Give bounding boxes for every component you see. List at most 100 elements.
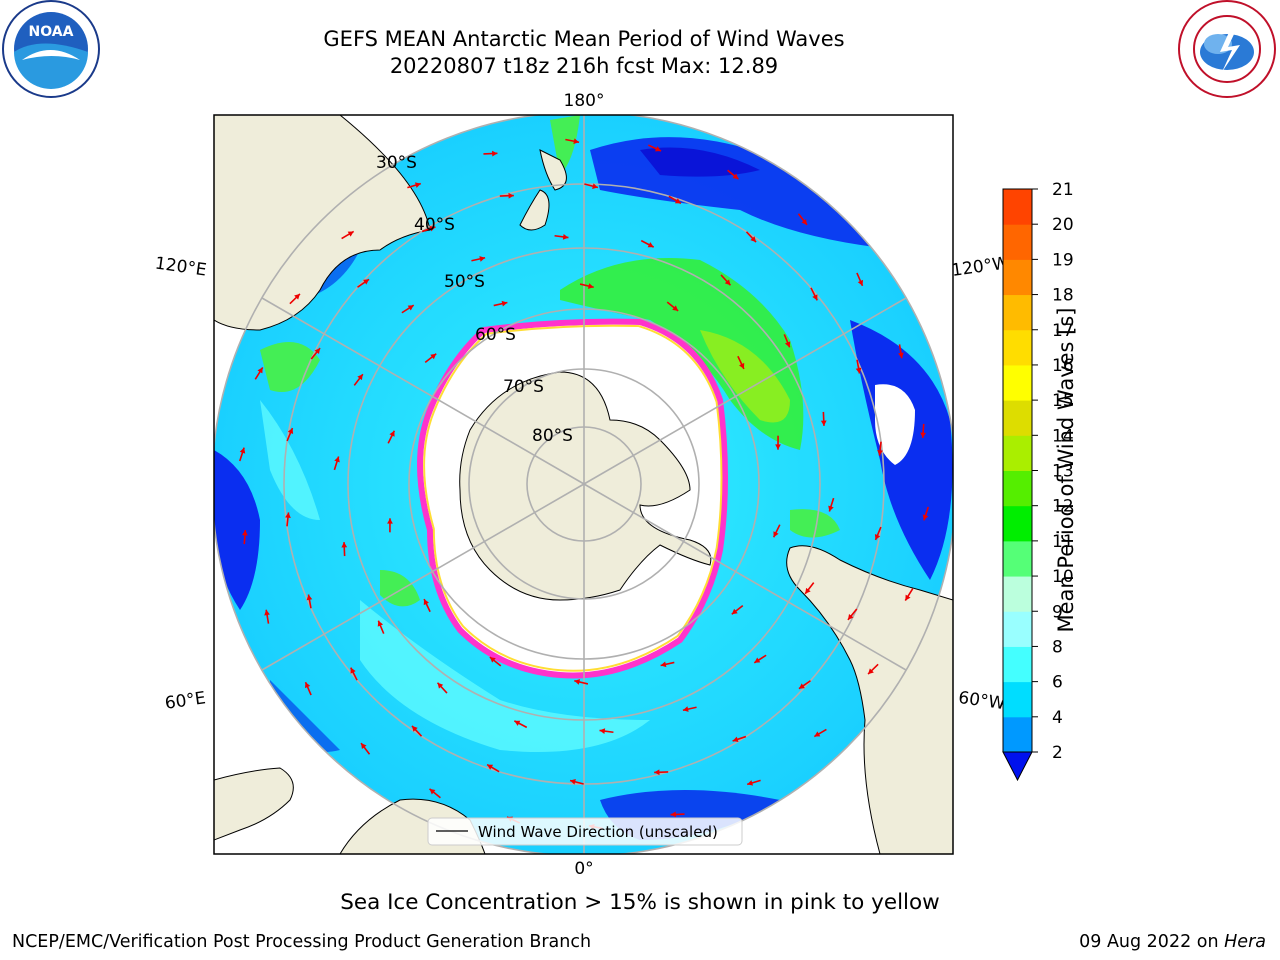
wind-wave-arrowhead [389, 430, 395, 437]
wind-wave-arrowhead [739, 362, 745, 369]
wind-wave-arrowhead [820, 420, 827, 426]
wind-wave-arrowhead [922, 514, 929, 521]
wind-wave-arrowhead [828, 505, 834, 512]
colorbar-segment [1003, 400, 1032, 436]
wind-wave-arrowhead [857, 279, 864, 286]
wind-wave-arrowhead [264, 609, 270, 616]
low-period-region [214, 450, 260, 610]
colorbar-tick-label: 20 [1052, 215, 1074, 235]
colorbar-segment [1003, 259, 1032, 296]
parallel-label-50s: 50°S [444, 272, 485, 292]
wind-wave-arrowhead [868, 668, 874, 675]
wind-wave-arrowhead [655, 146, 662, 152]
meridian-label-180: 180° [564, 91, 605, 111]
colorbar-tick-label: 17 [1052, 321, 1074, 341]
wind-wave-arrowhead [287, 428, 294, 434]
wind-wave-arrowhead [239, 447, 246, 454]
colorbar-segment [1003, 681, 1032, 718]
wind-wave-arrowhead [242, 530, 248, 536]
wind-wave-arrowhead [905, 594, 911, 601]
generation-date: 09 Aug 2022 on Hera [1079, 932, 1266, 952]
parallel-label-60s: 60°S [475, 325, 516, 345]
colorbar-segment [1003, 224, 1032, 260]
wind-wave-arrowhead [562, 234, 569, 240]
wind-wave-arrowhead [647, 242, 654, 248]
colorbar-extend-arrow [1002, 751, 1033, 782]
wind-wave-arrowhead [423, 599, 429, 606]
map-area: 30°S 40°S 50°S 60°S 70°S 80°S Wind Wave … [214, 115, 953, 854]
producer-credit: NCEP/EMC/Verification Post Processing Pr… [12, 932, 592, 952]
new-zealand-south [519, 189, 550, 231]
colorbar-segment [1003, 435, 1032, 471]
parallel-label-70s: 70°S [503, 377, 544, 397]
wind-wave-arrowhead [682, 706, 689, 712]
wind-wave-arrows [239, 138, 929, 830]
generation-date-text: 09 Aug 2022 on [1079, 932, 1225, 952]
colorbar-tick-label: 18 [1052, 286, 1074, 306]
colorbar-tick-label: 15 [1052, 391, 1074, 411]
wind-wave-arrowhead [599, 728, 606, 734]
wind-wave-arrowhead [592, 183, 598, 189]
wind-wave-arrowhead [377, 620, 384, 627]
colorbar-tick-label: 14 [1052, 426, 1074, 446]
colorbar-tick-label: 9 [1052, 602, 1063, 622]
meridian-label-120w: 120°W [950, 253, 1010, 281]
wind-wave-arrowhead [294, 293, 300, 300]
high-period-region [560, 258, 804, 450]
colorbar-segment [1003, 329, 1032, 366]
wind-wave-arrowhead [750, 236, 757, 243]
nws-logo [1178, 0, 1276, 98]
wind-wave-arrowhead [487, 764, 494, 770]
meridian-label-60e: 60°E [164, 688, 207, 713]
wind-wave-arrowhead [801, 218, 807, 225]
wind-wave-arrowhead [492, 150, 498, 157]
sea-ice-note: Sea Ice Concentration > 15% is shown in … [340, 890, 940, 915]
colorbar-segment [1003, 540, 1032, 577]
colorbar-segment [1003, 294, 1032, 331]
colorbar-tick-label: 4 [1052, 708, 1063, 728]
new-zealand-north [539, 149, 567, 191]
wind-wave-arrowhead [570, 779, 576, 785]
wind-wave-arrowhead [306, 594, 313, 601]
wind-wave-arrowhead [573, 138, 580, 145]
colorbar-segment [1003, 576, 1032, 612]
wind-wave-arrowhead [660, 661, 667, 668]
wind-wave-arrowhead [672, 305, 679, 311]
wind-wave-arrowhead [805, 587, 811, 594]
legend: Wind Wave Direction (unscaled) [427, 817, 743, 846]
wind-wave-arrowhead [350, 667, 356, 674]
legend-label: Wind Wave Direction (unscaled) [478, 823, 718, 841]
wind-wave-arrowhead [654, 769, 660, 776]
wind-wave-arrowhead [754, 657, 761, 663]
wind-wave-arrowhead [724, 279, 731, 286]
meridian-label-60w: 60°W [957, 688, 1006, 714]
colorbar-tick-label: 6 [1052, 673, 1063, 693]
wind-wave-arrowhead [285, 512, 291, 518]
wind-wave-arrowhead [489, 657, 496, 663]
colorbar-tick-label: 2 [1052, 743, 1063, 763]
wind-wave-arrowhead [341, 542, 348, 548]
colorbar-tick-label: 13 [1052, 462, 1074, 482]
parallel-label-80s: 80°S [532, 426, 573, 446]
colorbar-tick-label: 11 [1052, 532, 1074, 552]
wind-wave-arrowhead [587, 283, 594, 289]
wind-wave-arrowhead [363, 279, 370, 285]
wind-wave-arrowhead [847, 613, 854, 620]
wind-wave-arrowhead [674, 198, 681, 204]
wind-wave-arrowhead [411, 725, 418, 732]
wind-wave-arrowhead [898, 352, 904, 359]
wind-wave-arrowhead [747, 780, 754, 786]
colorbar-tick-label: 16 [1052, 356, 1074, 376]
parallel-label-30s: 30°S [376, 153, 417, 173]
wind-wave-arrowhead [357, 374, 363, 381]
antarctica [459, 371, 712, 601]
colorbar-tick-label: 19 [1052, 250, 1074, 270]
colorbar-tick-label: 10 [1052, 567, 1074, 587]
wind-wave-arrowhead [732, 736, 739, 743]
meridian-label-120e: 120°E [154, 254, 208, 281]
noaa-logo: NOAA [2, 0, 100, 98]
wind-wave-arrowhead [798, 683, 805, 689]
wind-wave-arrowhead [775, 444, 781, 450]
meridian-label-0: 0° [574, 859, 593, 879]
